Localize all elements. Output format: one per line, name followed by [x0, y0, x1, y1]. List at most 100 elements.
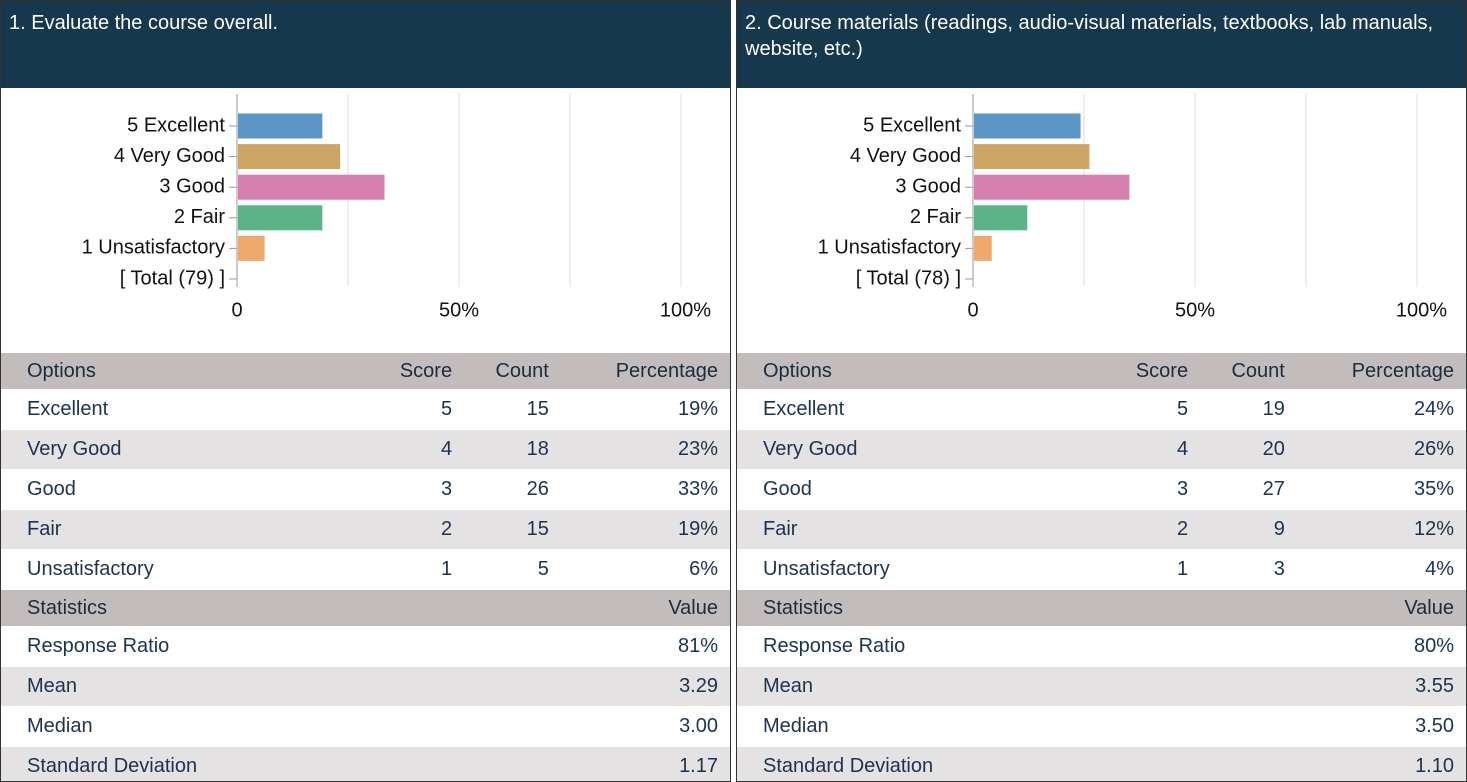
cell: Standard Deviation — [737, 746, 1105, 781]
chart: 0 50% 100% 5 Excellent 4 Very Good 3 Good 2 Fa… — [82, 94, 711, 321]
cell: Mean — [737, 666, 1105, 707]
cell: 3.50 — [1105, 706, 1466, 747]
cell: 4% — [1296, 549, 1466, 590]
bar — [974, 113, 1081, 139]
cell: Response Ratio — [1, 626, 369, 667]
cell: 6% — [560, 549, 730, 590]
cell: Median — [737, 706, 1105, 747]
option-row: Good 3 26 33% — [1, 469, 730, 510]
x-tick-label: 100% — [1396, 299, 1447, 321]
option-row: Fair 2 9 12% — [737, 509, 1466, 550]
cell: 15 — [464, 509, 561, 550]
category-label: [ Total (78) ] — [856, 267, 961, 289]
header-row: Options Score Count Percentage — [737, 353, 1466, 390]
cell: Unsatisfactory — [737, 549, 1105, 590]
cell: Excellent — [1, 389, 369, 430]
stats-row: Median 3.00 — [1, 706, 730, 747]
stats-row: Mean 3.55 — [737, 666, 1466, 707]
cell: 2 — [1105, 509, 1201, 550]
cell: 19% — [560, 389, 730, 430]
cell: 26 — [464, 469, 561, 510]
cell: Good — [737, 469, 1105, 510]
cell: 3 — [1105, 469, 1201, 510]
data-table: Options Score Count Percentage Excellent 5 15 1… — [1, 353, 730, 781]
cell: 23% — [560, 429, 730, 470]
cell: Excellent — [737, 389, 1105, 430]
cell: Unsatisfactory — [1, 549, 369, 590]
cell: 1.10 — [1105, 746, 1466, 781]
cell: 81% — [369, 626, 730, 667]
cell: 3 — [369, 469, 465, 510]
cell: 4 — [1105, 429, 1201, 470]
bar — [238, 174, 385, 200]
x-tick-label: 0 — [967, 299, 978, 321]
category-label: 5 Excellent — [863, 114, 961, 136]
cell: 1 — [1105, 549, 1201, 590]
cell: Very Good — [737, 429, 1105, 470]
option-row: Very Good 4 18 23% — [1, 429, 730, 470]
bar — [238, 235, 265, 261]
cell: 35% — [1296, 469, 1466, 510]
header-cell: Statistics — [1, 589, 369, 627]
cell: Median — [1, 706, 369, 747]
bar — [238, 113, 323, 139]
option-row: Excellent 5 15 19% — [1, 389, 730, 430]
option-row: Unsatisfactory 1 3 4% — [737, 549, 1466, 590]
stats-row: Median 3.50 — [737, 706, 1466, 747]
cell: 20 — [1200, 429, 1297, 470]
stats-header-row: Statistics Value — [737, 589, 1466, 627]
cell: 5 — [464, 549, 561, 590]
option-row: Fair 2 15 19% — [1, 509, 730, 550]
cell: Good — [1, 469, 369, 510]
cell: Very Good — [1, 429, 369, 470]
data-table: Options Score Count Percentage Excellent 5 19 2… — [737, 353, 1466, 781]
cell: 15 — [464, 389, 561, 430]
option-row: Good 3 27 35% — [737, 469, 1466, 510]
cell: Mean — [1, 666, 369, 707]
cell: 3 — [1200, 549, 1297, 590]
x-tick-label: 100% — [660, 299, 711, 321]
option-row: Very Good 4 20 26% — [737, 429, 1466, 470]
header-cell: Value — [369, 589, 730, 627]
cell: 80% — [1105, 626, 1466, 667]
stats-row: Response Ratio 80% — [737, 626, 1466, 667]
category-label: 4 Very Good — [850, 145, 961, 167]
cell: 1.17 — [369, 746, 730, 781]
cell: 26% — [1296, 429, 1466, 470]
cell: 5 — [369, 389, 465, 430]
panel: 1. Evaluate the course overall. 0 50% 100% 5… — [0, 0, 731, 782]
cell: Standard Deviation — [1, 746, 369, 781]
category-label: 3 Good — [895, 175, 961, 197]
stats-row: Standard Deviation 1.17 — [1, 746, 730, 781]
bar — [974, 235, 992, 261]
chart: 0 50% 100% 5 Excellent 4 Very Good 3 Good 2 Fa… — [818, 94, 1447, 321]
option-row: Unsatisfactory 1 5 6% — [1, 549, 730, 590]
header-cell: Count — [1200, 353, 1297, 390]
cell: 9 — [1200, 509, 1297, 550]
header-cell: Options — [737, 353, 1105, 390]
cell: 19 — [1200, 389, 1297, 430]
cell: 1 — [369, 549, 465, 590]
header-cell: Score — [369, 353, 465, 390]
category-label: 2 Fair — [910, 206, 961, 228]
table-body: Options Score Count Percentage Excellent 5 15 1… — [1, 353, 730, 781]
category-label: 4 Very Good — [114, 145, 225, 167]
header-cell: Statistics — [737, 589, 1105, 627]
cell: 3.00 — [369, 706, 730, 747]
x-tick-label: 0 — [231, 299, 242, 321]
bar — [974, 144, 1090, 170]
cell: Response Ratio — [737, 626, 1105, 667]
panel-title: 1. Evaluate the course overall. — [1, 1, 730, 88]
table-body: Options Score Count Percentage Excellent 5 19 2… — [737, 353, 1466, 781]
header-cell: Percentage — [560, 353, 730, 390]
cell: 19% — [560, 509, 730, 550]
bar — [238, 205, 323, 231]
x-tick-label: 50% — [1175, 299, 1215, 321]
header-row: Options Score Count Percentage — [1, 353, 730, 390]
stats-row: Response Ratio 81% — [1, 626, 730, 667]
cell: 3.55 — [1105, 666, 1466, 707]
x-tick-label: 50% — [439, 299, 479, 321]
header-cell: Count — [464, 353, 561, 390]
bar — [974, 205, 1028, 231]
